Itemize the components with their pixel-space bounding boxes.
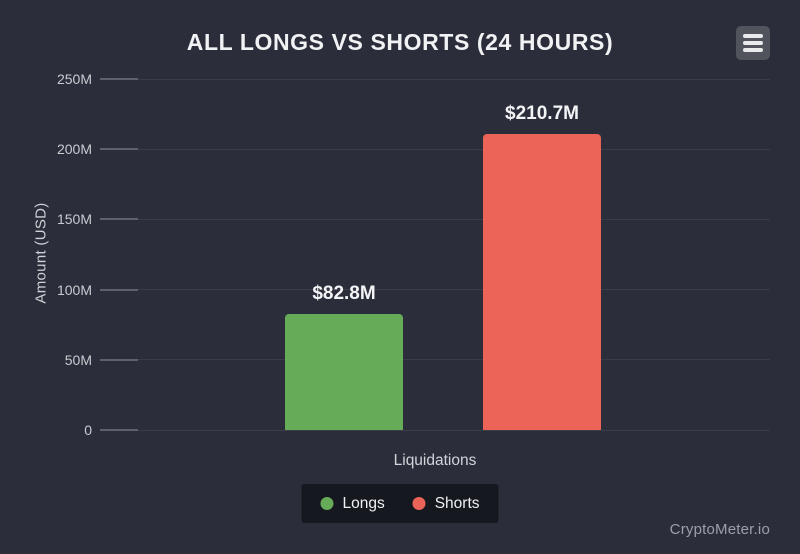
legend-item-shorts[interactable]: Shorts: [412, 494, 480, 513]
bar-value-label-shorts: $210.7M: [505, 103, 579, 125]
y-axis-tick: [100, 288, 138, 291]
gridline: [100, 148, 770, 150]
chart-title: ALL LONGS VS SHORTS (24 HOURS): [186, 29, 614, 55]
y-tick-label: 50M: [64, 351, 92, 368]
shorts-swatch-icon: [412, 497, 426, 510]
y-tick-label: 200M: [56, 141, 92, 158]
gridline: [100, 359, 770, 361]
watermark: CryptoMeter.io: [669, 521, 770, 538]
gridline: [100, 78, 770, 80]
legend-item-longs[interactable]: Longs: [320, 494, 385, 513]
gridline: [100, 429, 770, 431]
x-axis-title: Liquidations: [393, 452, 477, 469]
plot-area: 0 50M 100M 150M 200M 250M $82.8M $210.7M: [57, 71, 770, 438]
y-axis-tick: [100, 218, 138, 221]
bar-shorts[interactable]: [483, 134, 601, 430]
y-axis-tick: [100, 78, 138, 80]
y-tick-label: 0: [84, 422, 92, 438]
menu-bar-line: [743, 34, 763, 38]
y-axis-tick: [100, 358, 138, 361]
hamburger-menu-icon[interactable]: [736, 26, 770, 60]
legend-label-shorts: Shorts: [434, 494, 480, 512]
menu-bar-line: [743, 48, 763, 52]
y-tick-label: 150M: [56, 211, 92, 228]
y-axis-title: Amount (USD): [32, 202, 50, 304]
legend: Longs Shorts: [301, 484, 499, 523]
legend-label-longs: Longs: [342, 494, 385, 512]
longs-swatch-icon: [320, 497, 334, 510]
menu-bar-line: [743, 41, 763, 45]
gridline: [100, 218, 770, 220]
y-axis-tick: [100, 429, 138, 431]
bar-longs[interactable]: [285, 313, 403, 430]
y-tick-label: 100M: [56, 281, 92, 298]
y-tick-label: 250M: [56, 71, 92, 87]
gridline: [100, 289, 770, 291]
y-axis-tick: [100, 148, 138, 151]
bar-value-label-longs: $82.8M: [312, 282, 376, 304]
